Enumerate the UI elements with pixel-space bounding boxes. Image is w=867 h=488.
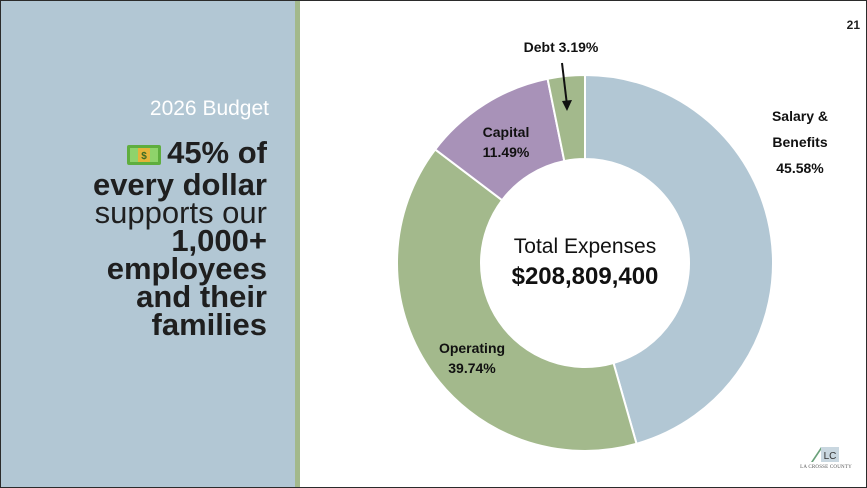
capital-value-label: 11.49% [483, 144, 530, 160]
budget-year: 2026 Budget [149, 97, 269, 120]
headline-part6: and their [136, 279, 267, 314]
debt-leader-line [561, 62, 568, 106]
page-number: 21 [846, 18, 860, 32]
headline-part2: every dollar [92, 167, 267, 202]
svg-text:$: $ [141, 151, 147, 162]
logo-mark: LC [811, 447, 839, 462]
debt-arrowhead [562, 100, 572, 111]
salary-label-line1: Salary & [772, 108, 828, 124]
salary-label-line2: Benefits [772, 134, 827, 150]
panel-divider [295, 1, 300, 487]
debt-label: Debt 3.19% [524, 39, 599, 55]
center-value: $208,809,400 [512, 263, 659, 290]
logo-text: LA CROSSE COUNTY [800, 465, 852, 470]
salary-value-label: 45.58% [776, 160, 824, 176]
salary-slice [584, 73, 774, 446]
county-logo: LC LA CROSSE COUNTY [793, 447, 859, 475]
headline: $ 45% of every dollar supports our 1,000… [1, 137, 267, 342]
svg-text:LC: LC [824, 451, 837, 462]
debt-slice [546, 73, 586, 163]
headline-part1: 45% of [167, 135, 267, 170]
operating-label: Operating [439, 340, 505, 356]
headline-part4: 1,000+ [171, 223, 267, 258]
headline-part7: families [151, 307, 267, 342]
capital-label: Capital [483, 124, 530, 140]
left-panel [1, 1, 295, 487]
operating-value-label: 39.74% [448, 360, 496, 376]
operating-slice [396, 148, 638, 452]
center-title: Total Expenses [514, 235, 656, 258]
headline-part5: employees [106, 251, 267, 286]
money-bill-icon: $ [127, 143, 162, 171]
headline-part3: supports our [94, 195, 267, 230]
